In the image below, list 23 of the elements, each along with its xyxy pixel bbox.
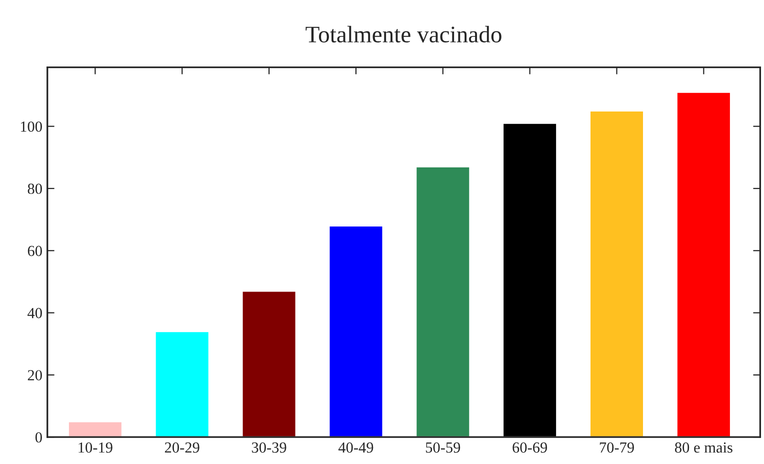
y-tick-label: 80	[28, 184, 42, 194]
y-tick-label: 100	[20, 121, 42, 132]
x-tick-label: 80 e mais	[674, 442, 732, 453]
x-tick-label: 10-19	[78, 442, 112, 453]
x-tick-label: 20-29	[164, 442, 200, 453]
bar	[676, 91, 732, 438]
y-tick-label: 60	[28, 246, 42, 256]
bar	[154, 330, 210, 438]
y-tick-label: 0	[35, 432, 42, 443]
bar	[589, 110, 644, 438]
bar	[502, 122, 558, 438]
x-tick-label: 30-39	[252, 442, 286, 453]
bar	[328, 225, 384, 438]
x-tick-label: 70-79	[600, 442, 634, 453]
x-tick-label: 40-49	[338, 442, 374, 453]
chart-title: Totalmente vacinado	[306, 26, 502, 43]
bar	[68, 420, 123, 438]
y-tick-label: 20	[28, 370, 42, 380]
x-tick-label: 50-59	[426, 442, 460, 453]
x-tick-label: 60-69	[512, 442, 548, 453]
bar	[241, 290, 297, 438]
y-tick-label: 40	[28, 308, 42, 318]
bar	[415, 166, 471, 438]
